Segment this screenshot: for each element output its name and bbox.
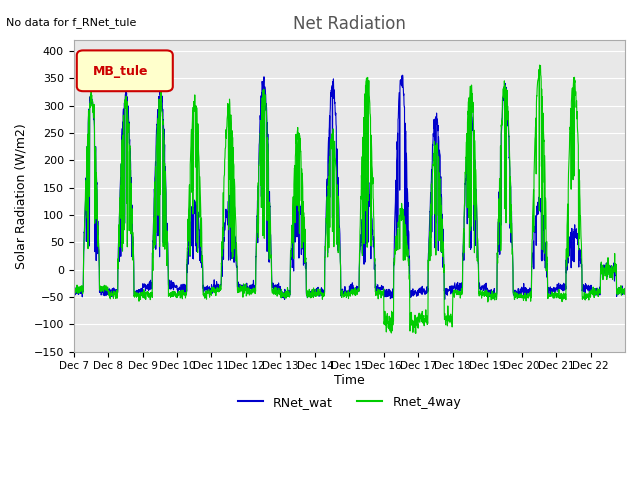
Rnet_4way	[70, 283, 77, 288]
Rnet_4way	[244, 289, 252, 295]
Rnet_4way	[536, 62, 543, 68]
Rnet_4way	[412, 331, 420, 336]
Rnet_4way	[516, 292, 524, 298]
RNet_wat	[281, 297, 289, 302]
RNet_wat	[547, 293, 555, 299]
Line: RNet_wat: RNet_wat	[74, 75, 625, 300]
Title: Net Radiation: Net Radiation	[293, 15, 406, 33]
RNet_wat	[621, 287, 629, 293]
Text: MB_tule: MB_tule	[93, 64, 148, 78]
Y-axis label: Solar Radiation (W/m2): Solar Radiation (W/m2)	[15, 123, 28, 269]
Rnet_4way	[547, 292, 555, 298]
RNet_wat	[383, 291, 390, 297]
RNet_wat	[125, 121, 132, 127]
RNet_wat	[399, 72, 406, 78]
Rnet_4way	[621, 286, 629, 291]
RNet_wat	[70, 287, 77, 293]
RNet_wat	[614, 287, 621, 292]
Line: Rnet_4way: Rnet_4way	[74, 65, 625, 334]
Text: No data for f_RNet_tule: No data for f_RNet_tule	[6, 17, 137, 28]
Legend: RNet_wat, Rnet_4way: RNet_wat, Rnet_4way	[232, 391, 466, 414]
Rnet_4way	[125, 123, 132, 129]
Rnet_4way	[383, 329, 390, 335]
X-axis label: Time: Time	[334, 374, 365, 387]
RNet_wat	[244, 287, 252, 292]
Rnet_4way	[614, 292, 621, 298]
RNet_wat	[516, 289, 524, 295]
